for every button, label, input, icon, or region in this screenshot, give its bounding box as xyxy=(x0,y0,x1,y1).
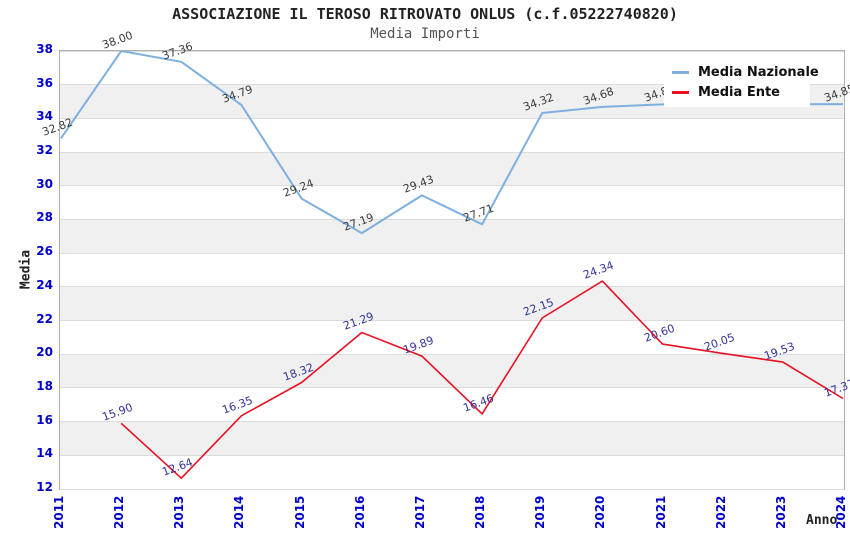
legend-label-media-ente: Media Ente xyxy=(698,84,780,100)
grid-line xyxy=(60,151,844,153)
plot-band xyxy=(60,320,844,355)
y-axis-tick-label: 14 xyxy=(36,446,53,461)
legend-item-media-ente: Media Ente xyxy=(672,82,802,102)
grid-line xyxy=(60,252,844,254)
plot-band xyxy=(60,354,844,388)
grid-line xyxy=(60,50,844,52)
grid-line xyxy=(60,185,844,187)
grid-line xyxy=(60,454,844,456)
legend-swatch-media-nazionale xyxy=(672,70,689,74)
grid-line xyxy=(60,320,844,322)
x-axis-tick-label: 2018 xyxy=(473,495,488,529)
x-axis-tick-label: 2017 xyxy=(412,495,427,529)
x-axis-tick-label: 2016 xyxy=(352,495,367,529)
y-axis-tick-label: 32 xyxy=(36,143,53,158)
x-axis-tick-label: 2012 xyxy=(112,495,127,529)
plot-band xyxy=(60,387,844,422)
grid-line xyxy=(60,218,844,220)
x-axis-tick-label: 2014 xyxy=(232,495,247,529)
x-axis-tick-label: 2023 xyxy=(773,495,788,529)
plot-band xyxy=(60,421,844,456)
plot-band xyxy=(60,286,844,321)
grid-line xyxy=(60,387,844,389)
y-axis-tick-label: 36 xyxy=(36,75,53,90)
plot-band xyxy=(60,455,844,489)
y-axis-tick-label: 12 xyxy=(36,480,53,494)
grid-line xyxy=(60,421,844,423)
legend-item-media-nazionale: Media Nazionale xyxy=(672,62,819,82)
legend: Media Nazionale Media Ente xyxy=(664,57,819,107)
plot-band xyxy=(60,219,844,254)
y-axis-tick-label: 24 xyxy=(36,277,53,292)
series-lines xyxy=(60,51,844,480)
y-axis-tick-label: 22 xyxy=(36,311,53,326)
legend-swatch-media-ente xyxy=(672,90,689,94)
chart-title: ASSOCIAZIONE IL TEROSO RITROVATO ONLUS (… xyxy=(172,5,678,23)
x-axis-tick-label: 2015 xyxy=(292,495,307,529)
y-axis-tick-label: 26 xyxy=(36,244,53,259)
x-axis-tick-label: 2011 xyxy=(52,495,66,529)
series-line-media-ente xyxy=(120,280,844,480)
grid-line xyxy=(60,286,844,288)
x-axis-tick-label: 2021 xyxy=(653,495,668,529)
grid-line xyxy=(60,84,844,86)
legend-label-media-nazionale: Media Nazionale xyxy=(698,64,819,80)
x-axis-tick-label: 2022 xyxy=(713,495,728,529)
x-axis-tick-label: 2013 xyxy=(172,495,187,529)
y-axis-tick-label: 20 xyxy=(36,345,53,360)
grid-line xyxy=(60,488,844,490)
y-axis-tick-label: 30 xyxy=(36,176,53,191)
grid-line xyxy=(60,353,844,355)
chart-subtitle: Media Importi xyxy=(370,26,480,42)
x-axis-tick-label: 2020 xyxy=(593,495,608,529)
y-axis-tick-label: 18 xyxy=(36,378,53,393)
plot-band xyxy=(60,253,844,287)
y-axis-tick-label: 28 xyxy=(36,210,53,225)
y-axis-tick-label: 34 xyxy=(36,109,53,124)
plot-band xyxy=(60,118,844,153)
plot-area xyxy=(59,50,845,490)
plot-band xyxy=(60,185,844,220)
y-axis-tick-label: 16 xyxy=(36,412,53,427)
x-axis-title: Anno xyxy=(806,513,838,528)
plot-band xyxy=(60,152,844,186)
x-axis-tick-label: 2019 xyxy=(533,495,548,529)
grid-line xyxy=(60,117,844,119)
y-axis-tick-label: 38 xyxy=(36,42,53,56)
